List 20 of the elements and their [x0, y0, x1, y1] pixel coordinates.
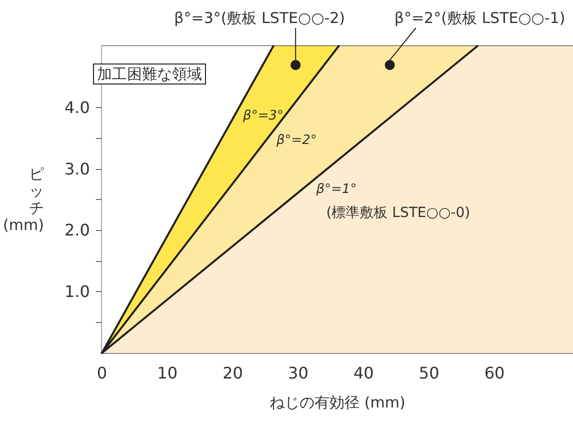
y-axis-title: ピッチ (mm) — [2, 165, 44, 234]
x-tick-label: 0 — [96, 364, 108, 382]
y-tick-label: 4.0 — [64, 98, 90, 117]
y-tick-label: 2.0 — [64, 220, 90, 240]
y-tick-label: 1.0 — [64, 282, 90, 302]
series-label: β°=1° — [315, 182, 357, 198]
annotation: β°=3°(敷板 LSTE○○-2) — [174, 9, 345, 27]
annotation: β°=2°(敷板 LSTE○○-1) — [394, 9, 566, 27]
x-tick-label: 10 — [157, 364, 178, 382]
x-tick-label: 40 — [353, 364, 374, 382]
series-label: β°=3° — [242, 108, 284, 124]
series-label: β°=2° — [275, 132, 317, 148]
y-tick-label: 3.0 — [64, 159, 90, 178]
x-tick-label: 20 — [222, 364, 243, 382]
x-tick-label: 30 — [288, 364, 308, 382]
x-axis-title: ねじの有効径 (mm) — [270, 394, 406, 412]
x-tick-label: 60 — [484, 364, 505, 382]
annotation: (標準敷板 LSTE○○-0) — [326, 205, 470, 222]
x-tick-label: 50 — [418, 364, 440, 382]
annotation: 加工困難な領域 — [97, 65, 202, 83]
